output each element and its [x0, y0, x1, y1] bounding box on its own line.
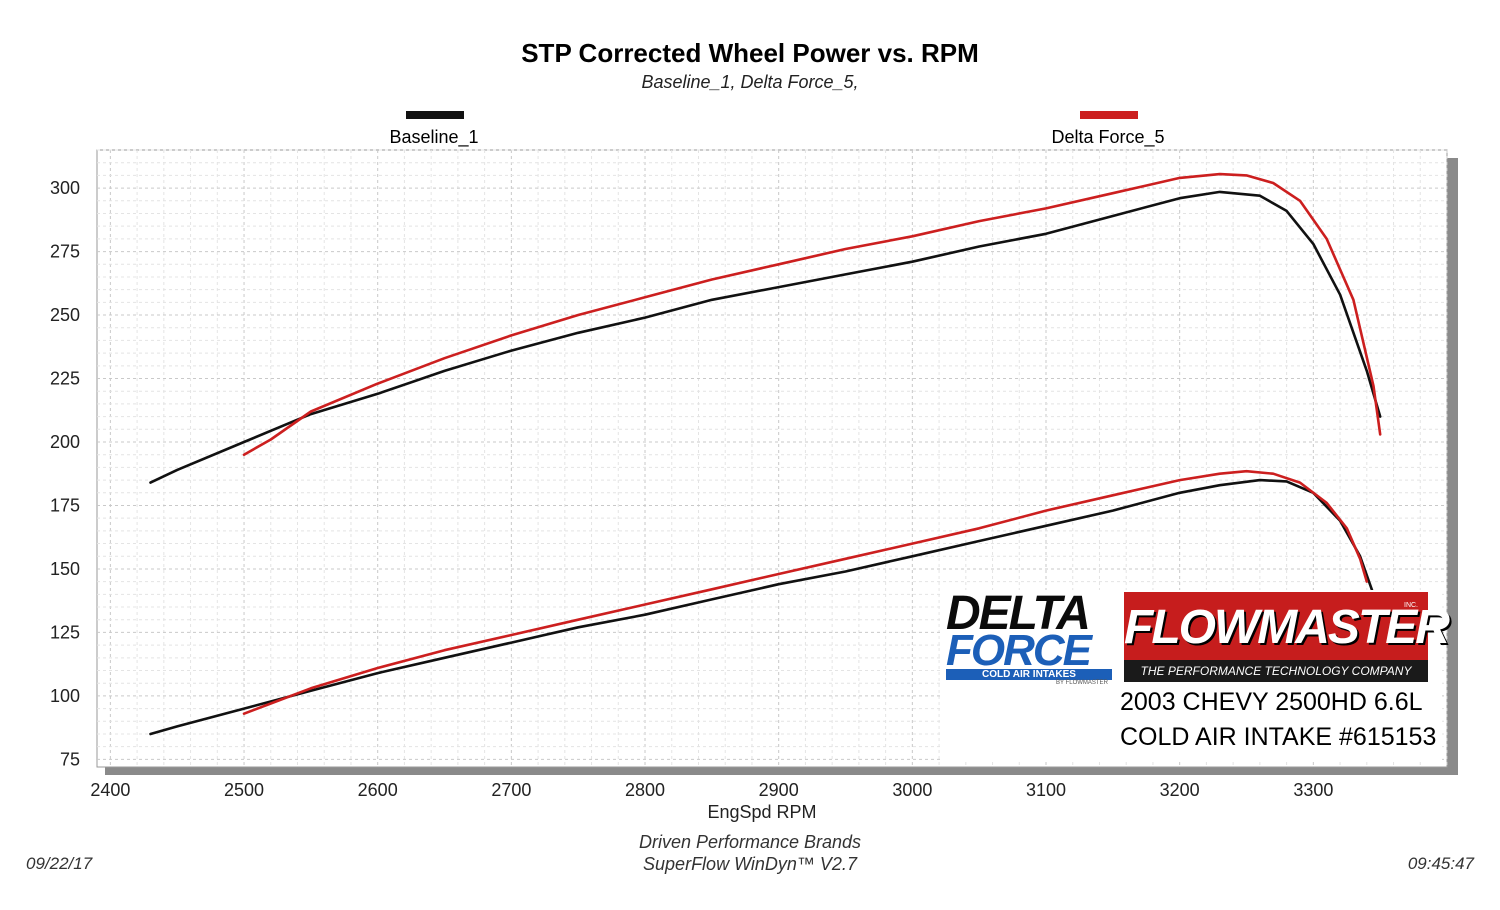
y-tick-label: 150: [50, 559, 80, 579]
x-tick-label: 3200: [1160, 780, 1200, 800]
x-tick-label: 2400: [90, 780, 130, 800]
vehicle-description: 2003 CHEVY 2500HD 6.6L: [1120, 688, 1423, 716]
x-tick-label: 2800: [625, 780, 665, 800]
footer-time: 09:45:47: [1407, 854, 1474, 873]
footer-date: 09/22/17: [26, 854, 93, 873]
footer-company: Driven Performance Brands: [638, 832, 862, 852]
delta-force-logo-by: BY FLOWMASTER: [1056, 680, 1108, 686]
y-tick-label: 200: [50, 432, 80, 452]
y-tick-label: 300: [50, 178, 80, 198]
x-tick-label: 2500: [224, 780, 264, 800]
series-layer: [149, 172, 1382, 736]
x-axis-label: EngSpd RPM: [707, 802, 816, 822]
delta-force-logo-force: FORCE: [946, 626, 1092, 675]
flowmaster-logo-inc: INC.: [1404, 602, 1418, 609]
x-tick-label: 2600: [358, 780, 398, 800]
series-line-baseline-1-torque: [149, 478, 1375, 736]
series-line-baseline-1-horsepower: [149, 190, 1382, 484]
x-tick-label: 2900: [759, 780, 799, 800]
y-tick-label: 275: [50, 242, 80, 262]
y-tick-label: 175: [50, 495, 80, 515]
delta-force-logo-subtitle: COLD AIR INTAKES: [946, 669, 1112, 680]
flowmaster-logo-tagline: THE PERFORMANCE TECHNOLOGY COMPANY: [1124, 660, 1428, 682]
x-tick-label: 3000: [892, 780, 932, 800]
footer-software: SuperFlow WinDyn™ V2.7: [643, 854, 857, 874]
chart-subtitle: Baseline_1, Delta Force_5,: [641, 72, 859, 92]
brand-overlay: DELTA FORCE COLD AIR INTAKES BY FLOWMAST…: [942, 587, 1450, 760]
flowmaster-logo-wordmark: FLOWMASTER: [1124, 601, 1450, 654]
legend-label-delta: Delta Force_5: [1051, 127, 1165, 147]
y-tick-label: 125: [50, 622, 80, 642]
grid-layer: [97, 149, 1448, 767]
series-line-delta-force-5-horsepower: [242, 172, 1382, 457]
flowmaster-logo: FLOWMASTER INC. THE PERFORMANCE TECHNOLO…: [1124, 592, 1450, 682]
legend-swatch-delta: [1080, 111, 1138, 119]
legend-swatch-baseline: [406, 111, 464, 119]
series-line-delta-force-5-torque: [242, 469, 1369, 716]
x-tick-label: 3100: [1026, 780, 1066, 800]
y-tick-label: 75: [60, 749, 80, 769]
part-description: COLD AIR INTAKE #615153: [1120, 723, 1437, 751]
x-tick-label: 3300: [1293, 780, 1333, 800]
axis-layer: 75 100 125 150 175 200 225 250 275 300 2400 2500 260…: [50, 178, 1333, 800]
delta-force-logo-delta: DELTA: [946, 587, 1091, 640]
y-tick-label: 250: [50, 305, 80, 325]
x-tick-label: 2700: [491, 780, 531, 800]
y-tick-label: 225: [50, 369, 80, 389]
chart-title: STP Corrected Wheel Power vs. RPM: [521, 38, 979, 68]
delta-force-logo: DELTA FORCE COLD AIR INTAKES BY FLOWMAST…: [946, 587, 1116, 686]
y-tick-label: 100: [50, 686, 80, 706]
legend-label-baseline: Baseline_1: [389, 127, 479, 147]
